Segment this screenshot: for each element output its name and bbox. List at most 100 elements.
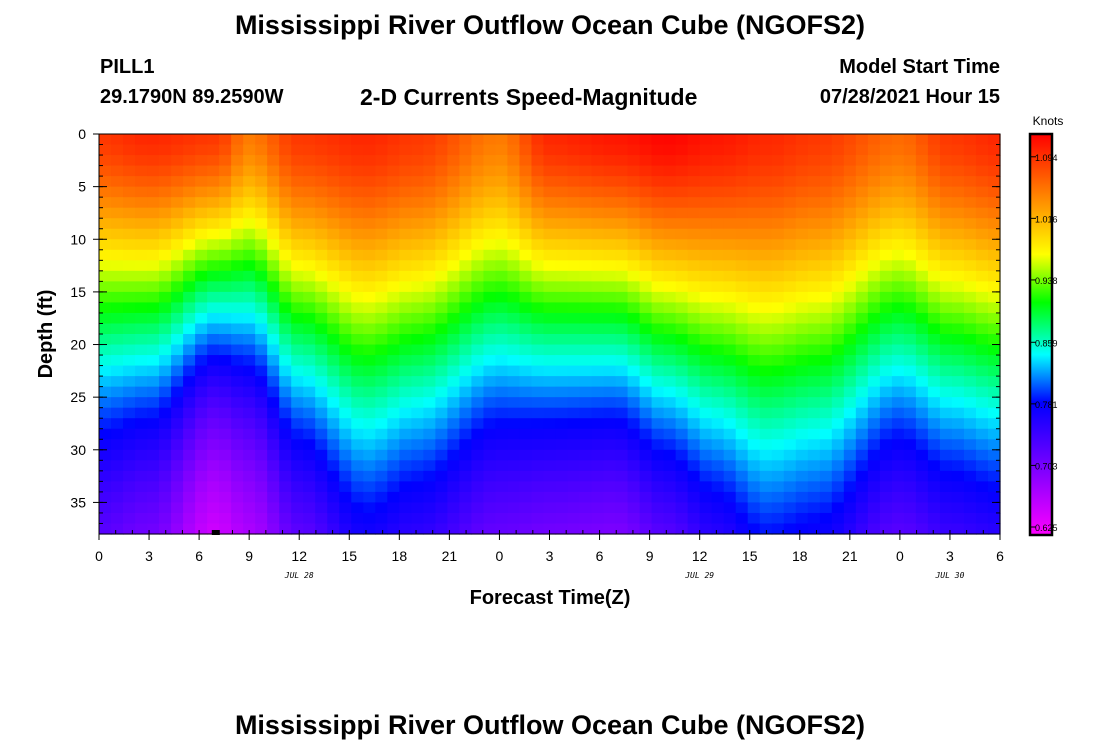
heatmap-cell [735,502,749,514]
heatmap-cell [627,312,641,325]
heatmap-cell [879,502,893,514]
heatmap-cell [735,407,749,419]
heatmap-cell [255,418,268,430]
heatmap-cell [123,323,136,335]
heatmap-cell [243,460,256,472]
heatmap-cell [195,397,208,409]
heatmap-cell [183,460,196,472]
heatmap-cell [891,197,905,209]
heatmap-cell [927,144,941,156]
heatmap-cell [903,386,917,398]
heatmap-cell [987,439,1001,451]
heatmap-cell [459,439,473,451]
heatmap-cell [303,428,316,440]
heatmap-cell [435,481,448,493]
heatmap-cell [663,502,677,514]
heatmap-cell [579,512,593,525]
heatmap-cell [807,502,821,514]
heatmap-cell [615,523,629,535]
heatmap-cell [819,239,833,251]
heatmap-cell [627,523,641,535]
heatmap-cell [279,428,292,440]
heatmap-cell [891,176,905,188]
heatmap-cell [843,365,857,377]
heatmap-cell [975,134,989,146]
heatmap-cell [819,197,833,209]
heatmap-cell [279,407,292,419]
heatmap-cell [807,470,821,482]
heatmap-cell [771,502,785,514]
heatmap-cell [351,312,364,325]
heatmap-cell [723,418,737,430]
heatmap-cell [555,239,569,251]
heatmap-cell [111,239,124,251]
heatmap-cell [219,365,232,377]
heatmap-cell [315,302,328,314]
heatmap-cell [723,397,737,409]
heatmap-cell [747,491,761,504]
heatmap-cell [759,144,773,156]
heatmap-cell [903,270,917,282]
heatmap-cell [735,312,749,325]
heatmap-cell [855,260,869,272]
heatmap-cell [879,291,893,304]
heatmap-cell [183,439,196,451]
heatmap-cell [435,155,448,167]
heatmap-cell [687,291,701,304]
heatmap-cell [435,460,448,472]
heatmap-cell [759,165,773,177]
heatmap-cell [339,502,352,514]
heatmap-cell [183,207,196,219]
heatmap-cell [111,334,124,346]
heatmap-cell [735,228,749,240]
heatmap-cell [159,491,172,504]
heatmap-cell [723,386,737,398]
heatmap-cell [543,207,557,219]
heatmap-cell [675,228,689,240]
heatmap-cell [255,365,268,377]
heatmap-cell [207,186,220,198]
heatmap-cell [135,470,148,482]
heatmap-cell [315,344,328,356]
heatmap-cell [807,407,821,419]
heatmap-cell [651,365,665,377]
heatmap-cell [435,176,448,188]
heatmap-cell [951,249,965,261]
heatmap-cell [147,365,160,377]
heatmap-cell [375,334,388,346]
heatmap-cell [363,312,376,325]
heatmap-cell [327,239,340,251]
heatmap-cell [939,407,953,419]
heatmap-cell [351,207,364,219]
heatmap-cell [387,144,400,156]
heatmap-cell [423,218,436,230]
heatmap-cell [687,176,701,188]
heatmap-cell [711,386,725,398]
heatmap-cell [255,439,268,451]
heatmap-cell [831,281,845,293]
heatmap-cell [99,249,112,261]
heatmap-cell [711,249,725,261]
heatmap-cell [327,165,340,177]
heatmap-cell [303,386,316,398]
heatmap-cell [519,323,533,335]
heatmap-cell [591,355,605,367]
heatmap-cell [171,397,184,409]
heatmap-cell [387,176,400,188]
heatmap-cell [447,239,460,251]
model-start-value: 07/28/2021 Hour 15 [819,86,1000,108]
heatmap-cell [603,218,617,230]
heatmap-cell [171,365,184,377]
heatmap-cell [591,344,605,356]
heatmap-cell [735,197,749,209]
heatmap-cell [567,376,581,388]
heatmap-cell [591,439,605,451]
heatmap-cell [651,418,665,430]
heatmap-cell [675,239,689,251]
heatmap-cell [315,165,328,177]
heatmap-cell [387,407,400,419]
heatmap-cell [567,323,581,335]
heatmap-cell [795,323,809,335]
heatmap-cell [663,312,677,325]
heatmap-cell [891,239,905,251]
